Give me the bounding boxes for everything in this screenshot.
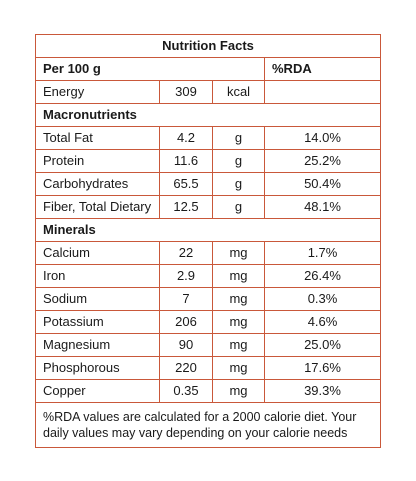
nutrition-facts-table: Nutrition Facts Per 100 g %RDA Energy 30… [34, 34, 382, 448]
nutrient-rda: 48.1% [263, 195, 382, 219]
nutrient-unit: mg [212, 241, 265, 265]
nutrient-rda: 14.0% [263, 126, 382, 150]
nutrient-unit: g [212, 195, 265, 219]
nutrient-name: Magnesium [35, 333, 160, 357]
table-row: Carbohydrates 65.5 g 50.4% [35, 172, 382, 196]
nutrient-name: Potassium [35, 310, 160, 334]
nutrient-rda [263, 80, 382, 104]
nutrient-unit: g [212, 126, 265, 150]
nutrient-value: 65.5 [159, 172, 213, 196]
nutrient-name: Fiber, Total Dietary [35, 195, 160, 219]
nutrient-value: 4.2 [159, 126, 213, 150]
nutrient-unit: mg [212, 356, 265, 380]
table-row: Copper 0.35 mg 39.3% [35, 379, 382, 403]
nutrient-rda: 4.6% [263, 310, 382, 334]
nutrient-name: Iron [35, 264, 160, 288]
rda-header: %RDA [263, 57, 382, 81]
nutrient-name: Calcium [35, 241, 160, 265]
nutrient-rda: 50.4% [263, 172, 382, 196]
nutrient-unit: kcal [212, 80, 265, 104]
nutrient-value: 22 [159, 241, 213, 265]
nutrient-name: Copper [35, 379, 160, 403]
nutrient-value: 206 [159, 310, 213, 334]
nutrient-rda: 26.4% [263, 264, 382, 288]
nutrient-rda: 25.2% [263, 149, 382, 173]
nutrient-value: 220 [159, 356, 213, 380]
nutrient-value: 2.9 [159, 264, 213, 288]
section-heading-minerals: Minerals [34, 218, 382, 242]
nutrient-unit: mg [212, 379, 265, 403]
nutrient-rda: 0.3% [263, 287, 382, 311]
nutrient-unit: mg [212, 264, 265, 288]
table-title: Nutrition Facts [34, 34, 382, 58]
table-row: Magnesium 90 mg 25.0% [35, 333, 382, 357]
serving-size-header: Per 100 g [35, 57, 265, 81]
table-row: Potassium 206 mg 4.6% [35, 310, 382, 334]
table-row: Iron 2.9 mg 26.4% [35, 264, 382, 288]
nutrient-rda: 25.0% [263, 333, 382, 357]
table-row: Phosphorous 220 mg 17.6% [35, 356, 382, 380]
nutrient-value: 7 [159, 287, 213, 311]
nutrient-value: 0.35 [159, 379, 213, 403]
section-heading-macronutrients: Macronutrients [34, 103, 382, 127]
nutrient-value: 309 [159, 80, 213, 104]
rda-footnote: %RDA values are calculated for a 2000 ca… [34, 402, 382, 448]
nutrient-name: Energy [35, 80, 160, 104]
table-row: Calcium 22 mg 1.7% [35, 241, 382, 265]
nutrient-value: 11.6 [159, 149, 213, 173]
nutrient-unit: g [212, 149, 265, 173]
nutrient-unit: g [212, 172, 265, 196]
nutrient-name: Carbohydrates [35, 172, 160, 196]
nutrient-name: Phosphorous [35, 356, 160, 380]
nutrient-unit: mg [212, 310, 265, 334]
nutrient-rda: 39.3% [263, 379, 382, 403]
table-row: Total Fat 4.2 g 14.0% [35, 126, 382, 150]
nutrient-value: 12.5 [159, 195, 213, 219]
table-row: Protein 11.6 g 25.2% [35, 149, 382, 173]
nutrient-unit: mg [212, 287, 265, 311]
nutrient-unit: mg [212, 333, 265, 357]
table-row: Fiber, Total Dietary 12.5 g 48.1% [35, 195, 382, 219]
nutrient-rda: 17.6% [263, 356, 382, 380]
energy-row: Energy 309 kcal [35, 80, 382, 104]
nutrient-value: 90 [159, 333, 213, 357]
table-row: Sodium 7 mg 0.3% [35, 287, 382, 311]
nutrient-name: Protein [35, 149, 160, 173]
nutrient-name: Sodium [35, 287, 160, 311]
nutrient-rda: 1.7% [263, 241, 382, 265]
nutrient-name: Total Fat [35, 126, 160, 150]
